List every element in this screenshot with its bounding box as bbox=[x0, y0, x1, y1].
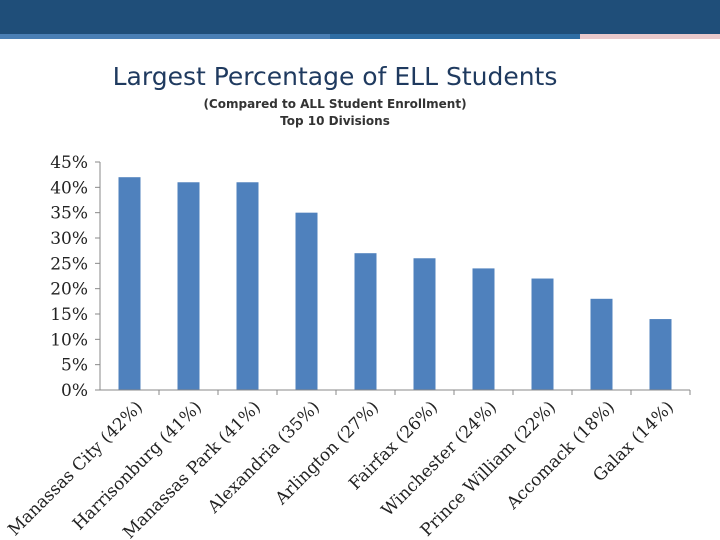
y-tick-label: 40% bbox=[50, 178, 88, 198]
bar bbox=[118, 177, 141, 390]
bar bbox=[236, 182, 259, 390]
x-tick-label: Accomack (18%) bbox=[502, 397, 619, 514]
bar bbox=[354, 253, 377, 390]
bar bbox=[177, 182, 200, 390]
chart-subtitle: (Compared to ALL Student Enrollment) bbox=[203, 97, 467, 111]
x-tick-label: Arlington (27%) bbox=[271, 397, 383, 509]
y-tick-label: 20% bbox=[50, 280, 88, 300]
bar bbox=[413, 258, 436, 390]
chart-title: Largest Percentage of ELL Students bbox=[112, 62, 558, 91]
y-tick-label: 0% bbox=[61, 381, 88, 401]
y-tick-label: 25% bbox=[50, 254, 88, 274]
y-tick-label: 45% bbox=[50, 153, 88, 173]
bar bbox=[649, 319, 672, 390]
x-tick-label: Alexandria (35%) bbox=[203, 397, 324, 518]
y-tick-label: 5% bbox=[61, 356, 88, 376]
y-tick-label: 15% bbox=[50, 305, 88, 325]
x-axis: Manassas City (42%)Harrisonburg (41%)Man… bbox=[4, 389, 691, 540]
bars bbox=[118, 177, 672, 390]
header-strip-2 bbox=[330, 34, 580, 39]
y-axis: 0% 5% 10% 15% 20% 25% 30% 35% 40% 45% bbox=[50, 153, 101, 401]
bar bbox=[472, 268, 495, 390]
y-tick-label: 30% bbox=[50, 229, 88, 249]
y-tick-label: 10% bbox=[50, 330, 88, 350]
bar bbox=[295, 212, 318, 390]
bar bbox=[531, 278, 554, 390]
bar bbox=[590, 298, 613, 390]
x-tick-label: Winchester (24%) bbox=[378, 397, 501, 520]
chart-subtitle-2: Top 10 Divisions bbox=[280, 114, 390, 128]
header-band bbox=[0, 0, 720, 34]
y-tick-label: 35% bbox=[50, 204, 88, 224]
header-strip-3 bbox=[580, 34, 720, 39]
header-strip-1 bbox=[0, 34, 330, 39]
